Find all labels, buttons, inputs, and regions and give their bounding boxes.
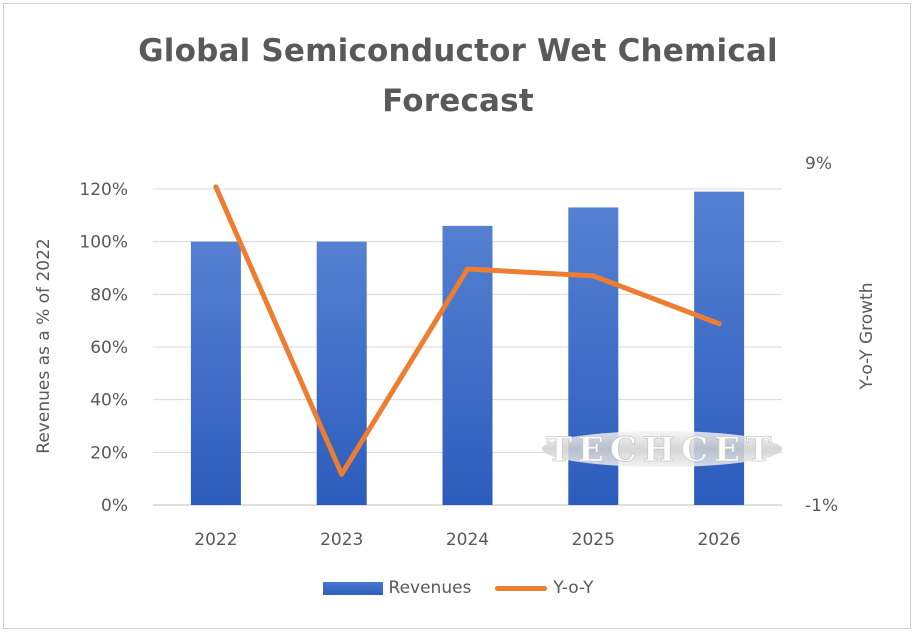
line-point	[339, 471, 345, 477]
chart-title: Global Semiconductor Wet Chemical Foreca…	[0, 26, 916, 126]
y-tick-label: 20%	[90, 443, 128, 463]
y-tick-label: 80%	[90, 285, 128, 305]
bar	[190, 241, 241, 505]
watermark-text: TECHCET	[547, 430, 778, 470]
y-axis-label: Revenues as a % of 2022	[34, 238, 54, 453]
x-tick-label: 2024	[446, 530, 489, 550]
bar	[316, 241, 367, 505]
x-tick-label: 2026	[697, 530, 740, 550]
watermark: TECHCET	[542, 430, 782, 470]
legend-swatch-yoy	[495, 585, 548, 591]
y2-tick-label: -1%	[805, 496, 838, 516]
x-tick-label: 2023	[320, 530, 363, 550]
legend-label-yoy: Y-o-Y	[553, 578, 594, 598]
y-tick-label: 60%	[90, 338, 128, 358]
y-tick-label: 0%	[101, 496, 128, 516]
line-point	[465, 266, 470, 272]
legend-swatch-revenues	[322, 581, 383, 595]
legend-item-revenues: Revenues	[322, 578, 472, 598]
y-tick-label: 120%	[79, 180, 128, 200]
legend: Revenues Y-o-Y	[0, 578, 916, 598]
y2-axis-label: Y-o-Y Growth	[857, 283, 877, 391]
y-tick-label: 40%	[90, 391, 128, 411]
y2-tick-label: 9%	[805, 154, 832, 174]
chart-title-line1: Global Semiconductor Wet Chemical	[138, 33, 778, 69]
y-tick-label: 100%	[79, 233, 128, 253]
line-point	[213, 184, 219, 190]
line-point	[590, 273, 596, 279]
chart-title-line2: Forecast	[382, 83, 534, 119]
x-tick-label: 2025	[572, 530, 615, 550]
legend-label-revenues: Revenues	[388, 578, 472, 598]
line-point	[716, 321, 722, 327]
legend-item-yoy: Y-o-Y	[495, 578, 593, 598]
x-tick-label: 2022	[194, 530, 237, 550]
